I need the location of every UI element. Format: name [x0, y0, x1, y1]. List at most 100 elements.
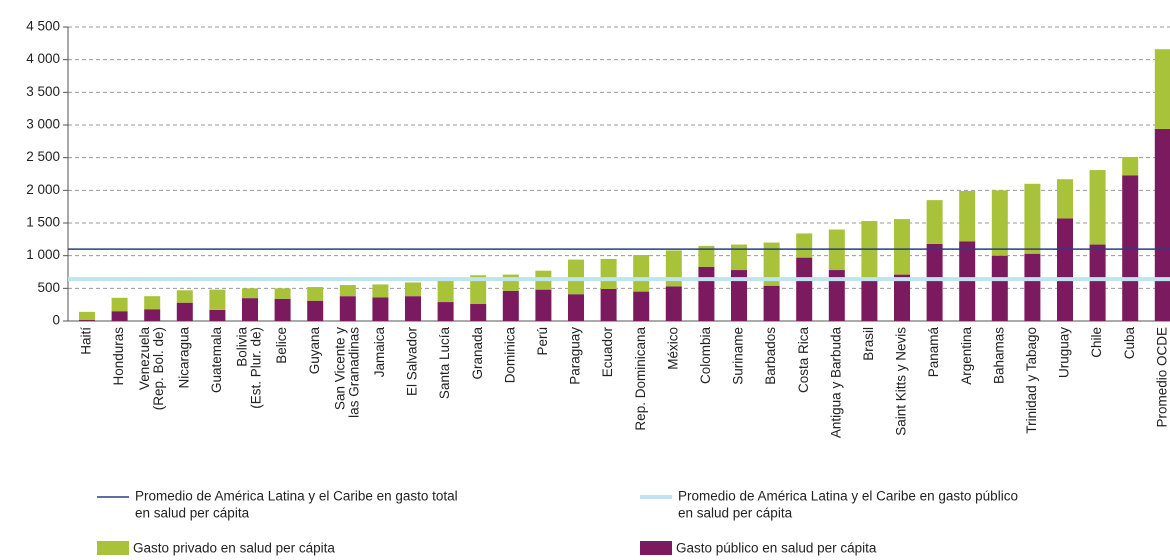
x-tick-label: Antigua y Barbuda [828, 327, 843, 439]
bar-segment [698, 245, 715, 267]
bar-segment [894, 274, 910, 321]
bar-segment [535, 289, 552, 321]
bar-segment [502, 274, 519, 291]
bar-segment [111, 311, 128, 321]
bar-segment [1057, 179, 1073, 219]
bar-segment [763, 285, 780, 321]
bar-segment [894, 219, 910, 275]
x-tick-label: Guyana [307, 327, 322, 375]
x-tick-label: Perú [535, 327, 550, 356]
x-tick-label: Argentina [959, 327, 974, 385]
x-tick-label: (Est. Plur. de) [249, 327, 264, 409]
bar-segment [828, 270, 845, 321]
x-tick-label: México [665, 327, 680, 370]
x-tick-label: Dominica [502, 327, 517, 384]
bar-segment [502, 290, 519, 321]
bar-segment [209, 289, 226, 310]
bar-segment [861, 221, 878, 281]
x-tick-label: Barbados [763, 327, 778, 385]
x-tick-label: Bahamas [991, 327, 1006, 384]
legend-label: Gasto privado en salud per cápita [133, 541, 335, 556]
y-tick-label: 500 [37, 280, 60, 295]
bar-segment [372, 297, 389, 321]
bar-segment [339, 285, 356, 297]
bar-segment [111, 297, 128, 312]
x-tick-label: Paraguay [568, 327, 583, 385]
x-tick-label: Panamá [926, 327, 941, 378]
x-tick-label: Nicaragua [176, 327, 191, 389]
legend-label: en salud per cápita [135, 506, 250, 521]
bar-segment [926, 200, 943, 244]
bar-segment [731, 244, 747, 271]
bar-segment [568, 259, 584, 295]
x-tick-label: Trinidad y Tabago [1024, 327, 1039, 434]
x-tick-label: Uruguay [1057, 327, 1072, 378]
bar-segment [437, 302, 454, 321]
bar-segment [633, 255, 650, 292]
bar-segment [665, 286, 682, 321]
bar-segment [79, 311, 95, 321]
x-tick-label: Guatemala [209, 327, 224, 394]
bar-segment [1089, 244, 1106, 321]
y-tick-label: 2 000 [26, 182, 60, 197]
x-tick-label: Brasil [861, 327, 876, 361]
y-tick-label: 4 000 [26, 51, 60, 66]
bar-segment [242, 288, 258, 299]
legend-label: Promedio de América Latina y el Caribe e… [135, 489, 458, 504]
bar-segment [209, 309, 226, 321]
bar-segment [274, 288, 291, 299]
bar-segment [372, 284, 389, 298]
bar-segment [144, 296, 161, 310]
bar-segment [763, 242, 780, 286]
bar-segment [600, 288, 617, 321]
bar-segment [1122, 157, 1139, 176]
x-tick-label: (Rep. Bol. de) [151, 327, 166, 410]
x-tick-label: Bolivia [235, 327, 250, 367]
bar-segment [731, 270, 747, 321]
y-tick-label: 0 [52, 313, 60, 328]
x-tick-label: Santa Lucía [437, 327, 452, 400]
bar-segment [796, 233, 813, 258]
x-tick-label: Granada [470, 327, 485, 380]
bar-segment [176, 302, 193, 321]
x-tick-label: Promedio OCDE [1154, 327, 1169, 428]
legend-swatch [640, 541, 672, 555]
x-tick-label: Cuba [1122, 327, 1137, 360]
bar-segment [926, 243, 943, 321]
y-tick-label: 1 000 [26, 247, 60, 262]
x-tick-label: Chile [1089, 327, 1104, 358]
x-tick-label: Costa Rica [796, 327, 811, 394]
x-tick-label: San Vicente y [332, 327, 347, 410]
x-tick-label: Venezuela [137, 327, 152, 391]
bar-segment [339, 296, 356, 321]
bar-segment [1024, 253, 1041, 321]
y-tick-label: 3 500 [26, 84, 60, 99]
bar-segment [1154, 128, 1170, 321]
bar-segment [307, 287, 324, 301]
bar-segment [568, 294, 584, 321]
bar-segment [1024, 183, 1041, 254]
legend-label: Gasto público en salud per cápita [676, 541, 877, 556]
y-tick-label: 1 500 [26, 215, 60, 230]
y-tick-label: 2 500 [26, 149, 60, 164]
bar-segment [405, 282, 421, 297]
bar-segment [437, 280, 454, 303]
bar-segment [861, 280, 878, 321]
x-tick-label: Suriname [731, 327, 746, 385]
y-tick-label: 4 500 [26, 19, 60, 34]
bar-segment [1154, 49, 1170, 129]
x-tick-label: Saint Kitts y Nevis [894, 327, 909, 436]
x-tick-label: Belice [274, 327, 289, 364]
bar-segment [1089, 170, 1106, 245]
bar-segment [470, 275, 487, 305]
bar-segment [307, 300, 324, 321]
y-tick-label: 3 000 [26, 117, 60, 132]
legend-label: en salud per cápita [678, 506, 793, 521]
bar-segment [796, 257, 813, 321]
bar-segment [470, 304, 487, 321]
x-tick-label: Haití [79, 327, 94, 355]
bar-segment [242, 298, 258, 321]
bar-segment [959, 190, 976, 242]
x-tick-label: las Granadinas [346, 327, 361, 418]
